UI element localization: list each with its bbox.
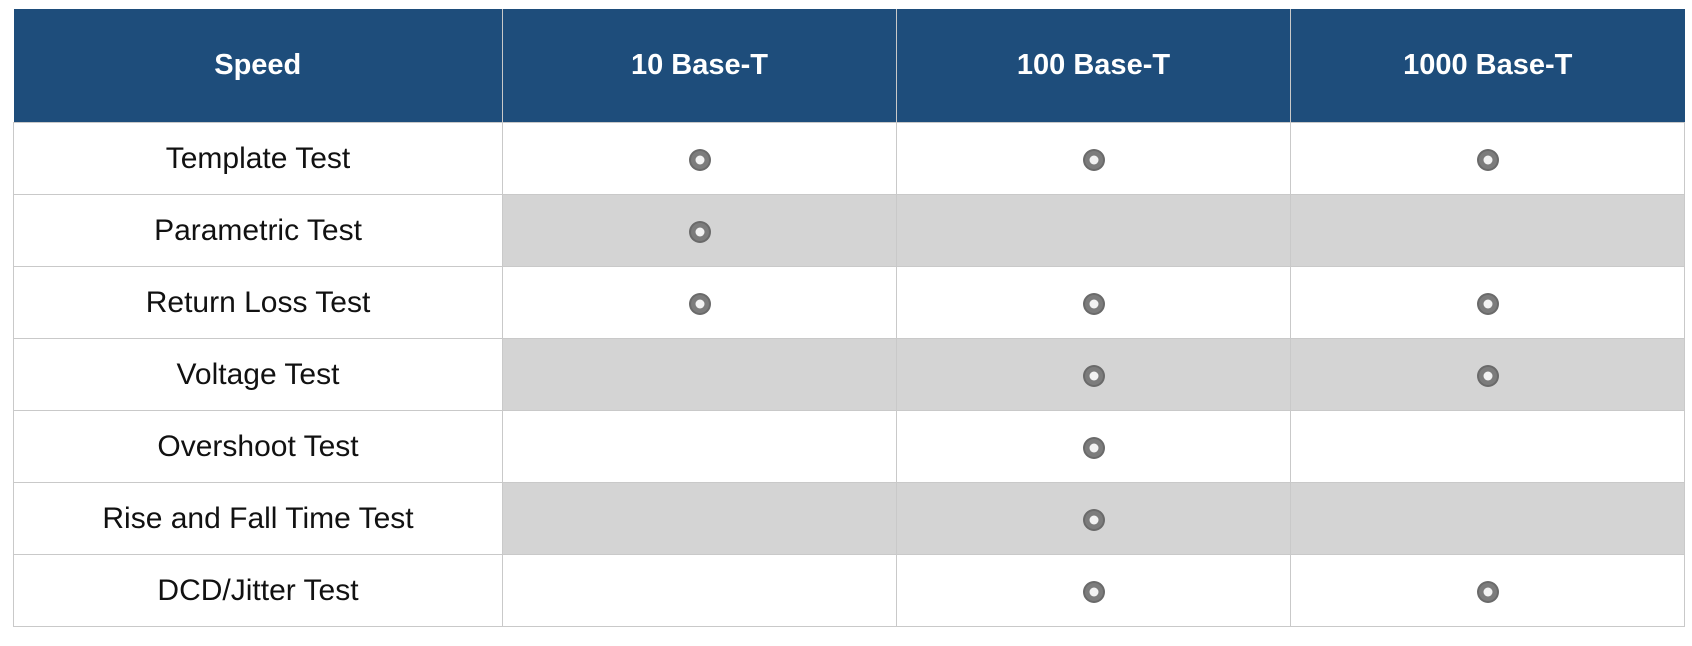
support-dot xyxy=(688,148,711,171)
table-row: Rise and Fall Time Test xyxy=(13,482,1685,555)
table-row: Return Loss Test xyxy=(13,266,1685,339)
support-cell xyxy=(896,482,1291,555)
table-body: Template Test Parametric Test Return Loss … xyxy=(13,122,1685,627)
support-dot xyxy=(1476,292,1499,315)
table-container: Speed 10 Base-T 100 Base-T 1000 Base-T Temp… xyxy=(13,9,1685,627)
table-row: Overshoot Test xyxy=(13,410,1685,483)
support-cell xyxy=(1290,266,1685,339)
support-cell xyxy=(1290,554,1685,627)
support-cell xyxy=(1290,338,1685,411)
support-dot xyxy=(688,292,711,315)
support-cell xyxy=(1290,122,1685,195)
support-dot xyxy=(1082,364,1105,387)
header-cell: 1000 Base-T xyxy=(1290,9,1685,123)
header-cell: 10 Base-T xyxy=(502,9,897,123)
support-cell xyxy=(1290,482,1685,555)
support-cell xyxy=(502,482,897,555)
support-cell xyxy=(502,266,897,339)
support-cell xyxy=(896,410,1291,483)
support-cell xyxy=(502,338,897,411)
support-cell xyxy=(1290,194,1685,267)
test-matrix-table: Speed 10 Base-T 100 Base-T 1000 Base-T Temp… xyxy=(13,9,1685,627)
support-dot xyxy=(1476,580,1499,603)
row-label: Parametric Test xyxy=(13,194,503,267)
table-row: Voltage Test xyxy=(13,338,1685,411)
row-label: Rise and Fall Time Test xyxy=(13,482,503,555)
header-cell: Speed xyxy=(13,9,503,123)
table-row: Parametric Test xyxy=(13,194,1685,267)
support-cell xyxy=(502,122,897,195)
support-cell xyxy=(896,266,1291,339)
support-dot xyxy=(688,220,711,243)
support-cell xyxy=(896,338,1291,411)
support-cell xyxy=(896,194,1291,267)
table-row: Template Test xyxy=(13,122,1685,195)
support-dot xyxy=(1476,364,1499,387)
support-cell xyxy=(896,122,1291,195)
support-cell xyxy=(896,554,1291,627)
support-dot xyxy=(1082,292,1105,315)
support-dot xyxy=(1082,436,1105,459)
support-cell xyxy=(1290,410,1685,483)
row-label: Template Test xyxy=(13,122,503,195)
header-cell: 100 Base-T xyxy=(896,9,1291,123)
support-dot xyxy=(1476,148,1499,171)
support-dot xyxy=(1082,148,1105,171)
support-cell xyxy=(502,410,897,483)
row-label: DCD/Jitter Test xyxy=(13,554,503,627)
support-dot xyxy=(1082,580,1105,603)
table-row: DCD/Jitter Test xyxy=(13,554,1685,627)
header-row: Speed 10 Base-T 100 Base-T 1000 Base-T xyxy=(13,9,1685,123)
support-cell xyxy=(502,554,897,627)
row-label: Voltage Test xyxy=(13,338,503,411)
row-label: Overshoot Test xyxy=(13,410,503,483)
row-label: Return Loss Test xyxy=(13,266,503,339)
support-cell xyxy=(502,194,897,267)
support-dot xyxy=(1082,508,1105,531)
